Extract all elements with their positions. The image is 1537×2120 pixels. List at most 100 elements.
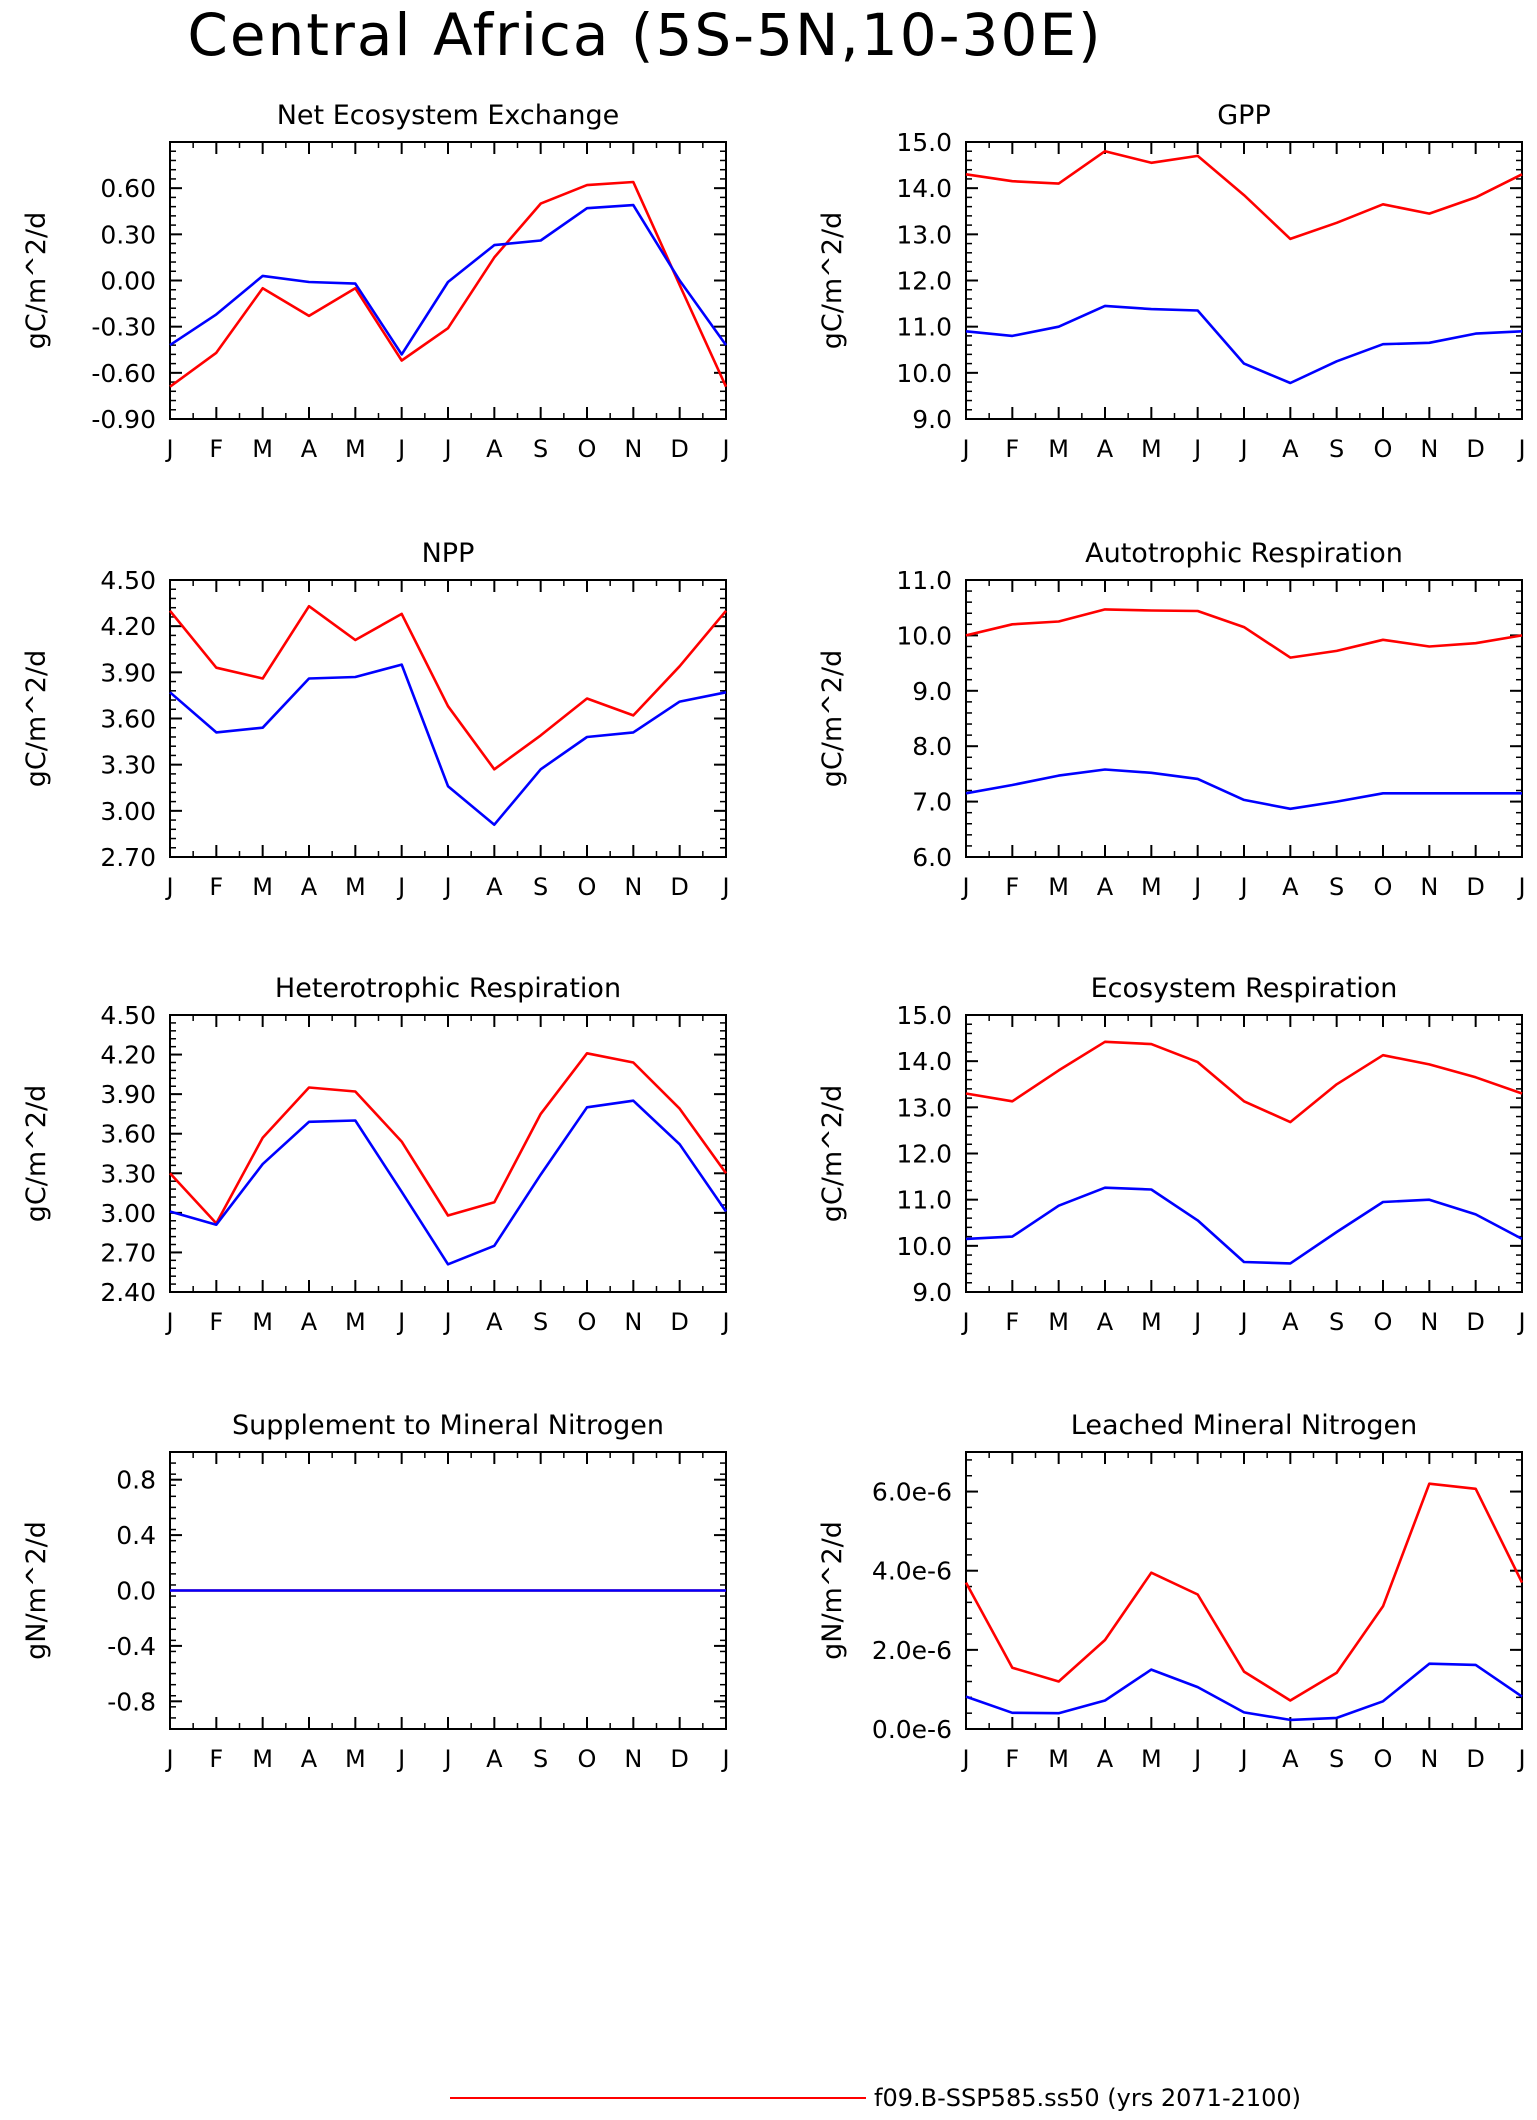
x-tick-label: N: [1420, 435, 1438, 463]
x-tick-label: N: [624, 1308, 642, 1336]
x-tick-label: M: [1048, 435, 1069, 463]
x-tick-label: A: [486, 435, 503, 463]
chart-panel-8: J F M A M J J A S O N D J0.0e-62.0e-64.0e-66.0e-6Lea…: [817, 1410, 1526, 1773]
x-tick-label: J: [1192, 435, 1201, 463]
x-tick-label: J: [164, 435, 173, 463]
x-tick-label: J: [164, 1745, 173, 1773]
chart-title: NPP: [422, 538, 475, 569]
x-tick-label: D: [670, 1745, 688, 1773]
y-tick-label: 4.20: [100, 612, 156, 641]
y-tick-label: 10.0: [896, 359, 952, 388]
x-tick-label: A: [301, 873, 318, 901]
x-tick-label: A: [301, 1745, 318, 1773]
y-tick-label: 0.0: [116, 1577, 156, 1606]
y-tick-label: 3.60: [100, 1120, 156, 1149]
x-tick-label: J: [396, 1745, 405, 1773]
x-tick-label: N: [1420, 1308, 1438, 1336]
x-tick-label: S: [533, 1745, 548, 1773]
plot-frame: [965, 1451, 1523, 1730]
series-line-case1: [965, 149, 1523, 241]
x-tick-label: A: [1282, 1308, 1299, 1336]
y-tick-label: 4.50: [100, 1001, 156, 1030]
x-tick-label: J: [1192, 1308, 1201, 1336]
x-tick-label: O: [1374, 873, 1393, 901]
x-tick-label: A: [1097, 1745, 1114, 1773]
x-tick-label: J: [396, 873, 405, 901]
y-tick-label: 11.0: [896, 1186, 952, 1215]
chart-title: Ecosystem Respiration: [1091, 973, 1398, 1004]
x-tick-label: A: [486, 873, 503, 901]
x-tick-label: S: [1329, 1308, 1344, 1336]
series-line-case2: [169, 663, 727, 827]
chart-panel-5: J F M A M J J A S O N D J2.402.703.003.303.603.904.2…: [21, 973, 730, 1336]
x-tick-label: A: [1097, 1308, 1114, 1336]
x-tick-label: D: [1466, 1745, 1484, 1773]
x-tick-label: M: [345, 1308, 366, 1336]
y-axis-label: gC/m^2/d: [817, 650, 848, 787]
chart-panel-6: J F M A M J J A S O N D J9.010.011.012.013.014.015.0…: [817, 973, 1526, 1336]
plot-frame: [169, 579, 727, 858]
y-tick-label: 8.0: [912, 732, 952, 761]
series-line-case2: [965, 1186, 1523, 1265]
series-line-case1: [169, 180, 728, 388]
x-tick-label: J: [1516, 1745, 1525, 1773]
x-tick-label: D: [670, 435, 688, 463]
x-tick-label: J: [960, 873, 969, 901]
y-tick-label: -0.90: [91, 405, 156, 434]
chart-panel-7: J F M A M J J A S O N D J-0.8-0.40.00.40.8Supplement…: [21, 1410, 730, 1773]
y-axis-label: gN/m^2/d: [817, 1521, 848, 1660]
y-tick-label: 12.0: [896, 267, 952, 296]
x-tick-label: D: [1466, 435, 1484, 463]
y-axis-label: gC/m^2/d: [21, 212, 52, 349]
x-tick-label: J: [1238, 435, 1247, 463]
x-tick-label: M: [252, 873, 273, 901]
x-tick-label: M: [1141, 1745, 1162, 1773]
y-tick-label: 3.90: [100, 1080, 156, 1109]
x-tick-label: O: [578, 1745, 597, 1773]
y-tick-label: 9.0: [912, 405, 952, 434]
x-tick-label: M: [1141, 435, 1162, 463]
chart-panel-1: J F M A M J J A S O N D J-0.90-0.60-0.300.000.300.60…: [21, 100, 730, 463]
y-tick-label: 13.0: [896, 220, 952, 249]
x-tick-label: J: [442, 873, 451, 901]
x-tick-label: J: [164, 873, 173, 901]
x-tick-label: N: [624, 435, 642, 463]
y-tick-label: 13.0: [896, 1093, 952, 1122]
x-tick-label: J: [442, 1308, 451, 1336]
x-tick-label: A: [1097, 873, 1114, 901]
x-tick-label: M: [345, 873, 366, 901]
y-tick-label: 7.0: [912, 788, 952, 817]
x-tick-label: M: [1141, 1308, 1162, 1336]
x-tick-label: F: [1005, 435, 1019, 463]
x-tick-label: J: [1516, 873, 1525, 901]
x-tick-label: J: [720, 435, 729, 463]
chart-title: GPP: [1217, 100, 1271, 131]
y-tick-label: 14.0: [896, 174, 952, 203]
y-tick-label: 2.70: [100, 1238, 156, 1267]
y-tick-label: 15.0: [896, 1001, 952, 1030]
x-tick-label: J: [396, 1308, 405, 1336]
y-tick-label: 11.0: [896, 566, 952, 595]
y-tick-label: 3.90: [100, 658, 156, 687]
y-tick-label: -0.8: [107, 1687, 156, 1716]
x-tick-label: A: [1282, 1745, 1299, 1773]
y-tick-label: 0.30: [100, 220, 156, 249]
x-tick-label: O: [1374, 435, 1393, 463]
y-tick-label: 9.0: [912, 1278, 952, 1307]
series-line-case1: [965, 608, 1523, 659]
x-tick-label: S: [1329, 1745, 1344, 1773]
x-tick-label: A: [301, 1308, 318, 1336]
x-tick-label: S: [533, 873, 548, 901]
y-tick-label: 0.60: [100, 174, 156, 203]
page-title: Central Africa (5S-5N,10-30E): [187, 1, 1103, 69]
x-tick-label: J: [960, 1745, 969, 1773]
chart-title: Supplement to Mineral Nitrogen: [232, 1410, 664, 1441]
y-tick-label: 2.40: [100, 1278, 156, 1307]
y-tick-label: 9.0: [912, 677, 952, 706]
y-tick-label: 2.70: [100, 843, 156, 872]
y-tick-label: 0.4: [116, 1521, 156, 1550]
x-tick-label: J: [442, 435, 451, 463]
series-line-case1: [964, 1482, 1524, 1702]
y-tick-label: 10.0: [896, 621, 952, 650]
legend-line-case1: [450, 2097, 866, 2099]
